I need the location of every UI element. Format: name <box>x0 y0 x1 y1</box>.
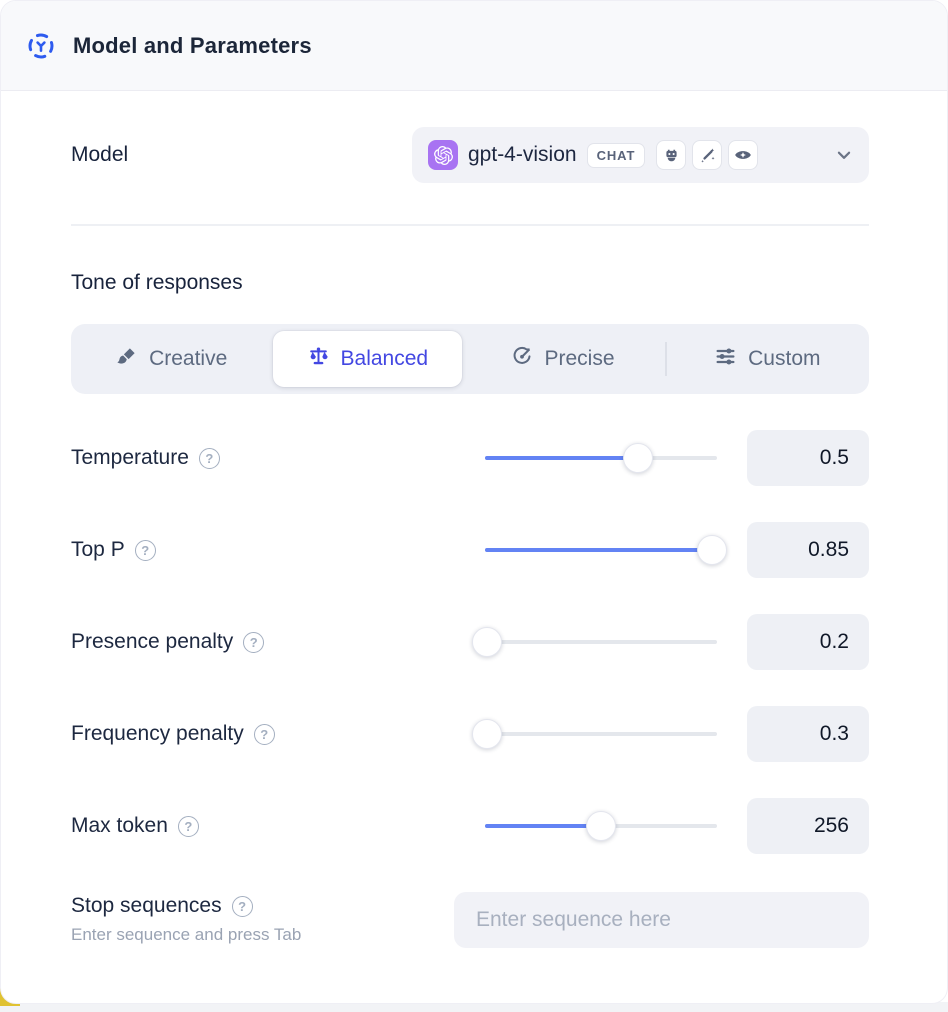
frequency-penalty-label: Frequency penalty ? <box>71 722 485 746</box>
target-arrow-icon <box>512 346 532 372</box>
help-icon[interactable]: ? <box>134 539 156 561</box>
page-background-strip <box>0 1002 948 1012</box>
vision-eye-icon <box>728 140 759 170</box>
top-p-value[interactable]: 0.85 <box>747 522 869 578</box>
param-label-text: Top P <box>71 538 125 561</box>
tone-option-balanced[interactable]: Balanced <box>273 331 463 387</box>
presence-penalty-slider[interactable] <box>472 627 717 657</box>
stop-sequences-labels: Stop sequences ? Enter sequence and pres… <box>71 892 454 945</box>
help-icon[interactable]: ? <box>231 895 253 917</box>
model-row: Model gpt-4-vision CHAT <box>71 127 869 183</box>
temperature-slider[interactable] <box>485 443 717 473</box>
slider-thumb[interactable] <box>472 719 503 749</box>
help-icon[interactable]: ? <box>177 815 199 837</box>
max-token-value[interactable]: 256 <box>747 798 869 854</box>
tone-option-custom[interactable]: Custom <box>667 324 869 394</box>
model-type-badge: CHAT <box>586 142 646 168</box>
stop-sequences-hint: Enter sequence and press Tab <box>71 925 302 944</box>
panel-header: Model and Parameters <box>1 1 947 91</box>
help-icon[interactable]: ? <box>243 631 265 653</box>
presence-penalty-value[interactable]: 0.2 <box>747 614 869 670</box>
tone-option-label: Custom <box>748 347 821 370</box>
slider-thumb[interactable] <box>623 443 654 473</box>
tone-option-precise[interactable]: Precise <box>462 324 664 394</box>
slider-track <box>485 640 717 644</box>
presence-penalty-row: Presence penalty ? 0.2 <box>71 614 869 670</box>
magic-wand-icon <box>692 140 723 170</box>
presence-penalty-label: Presence penalty ? <box>71 630 485 654</box>
frequency-penalty-value[interactable]: 0.3 <box>747 706 869 762</box>
stop-sequences-label: Stop sequences <box>71 894 222 917</box>
scales-icon <box>308 346 329 373</box>
slider-thumb[interactable] <box>586 811 616 841</box>
model-icon <box>26 31 56 61</box>
temperature-label: Temperature ? <box>71 446 485 470</box>
slider-thumb[interactable] <box>697 535 728 565</box>
help-icon[interactable]: ? <box>253 723 275 745</box>
capability-chips <box>656 140 759 170</box>
openai-logo <box>428 140 458 170</box>
slider-fill <box>485 824 601 828</box>
slider-fill <box>485 548 713 552</box>
param-label-text: Max token <box>71 814 168 837</box>
paintbrush-icon <box>117 346 137 372</box>
section-divider <box>71 224 869 226</box>
sliders-icon <box>715 346 736 373</box>
top-p-row: Top P ? 0.85 <box>71 522 869 578</box>
frequency-penalty-slider[interactable] <box>472 719 717 749</box>
tone-option-label: Precise <box>544 347 615 370</box>
panel-title: Model and Parameters <box>73 32 312 58</box>
tone-option-label: Balanced <box>340 347 429 370</box>
tone-option-label: Creative <box>149 347 228 370</box>
tone-option-creative[interactable]: Creative <box>71 324 273 394</box>
top-p-slider[interactable] <box>485 535 728 565</box>
param-label-text: Presence penalty <box>71 630 234 653</box>
selected-model-name: gpt-4-vision <box>468 143 577 166</box>
chevron-down-icon <box>835 146 853 164</box>
top-p-label: Top P ? <box>71 538 485 562</box>
param-label-text: Frequency penalty <box>71 722 244 745</box>
max-token-row: Max token ? 256 <box>71 798 869 854</box>
panel-body: Model gpt-4-vision CHAT <box>1 127 947 948</box>
param-label-text: Temperature <box>71 446 189 469</box>
slider-fill <box>485 456 639 460</box>
slider-thumb[interactable] <box>472 627 503 657</box>
tone-segmented-control: Creative Balanced <box>71 324 869 394</box>
model-select-dropdown[interactable]: gpt-4-vision CHAT <box>412 127 869 183</box>
help-icon[interactable]: ? <box>198 447 220 469</box>
tone-heading: Tone of responses <box>71 271 243 294</box>
frequency-penalty-row: Frequency penalty ? 0.3 <box>71 706 869 762</box>
model-label: Model <box>71 143 129 166</box>
temperature-value[interactable]: 0.5 <box>747 430 869 486</box>
stop-sequences-row: Stop sequences ? Enter sequence and pres… <box>71 892 869 948</box>
robot-icon <box>656 140 687 170</box>
max-token-label: Max token ? <box>71 814 485 838</box>
stop-sequence-input[interactable] <box>454 892 869 948</box>
temperature-row: Temperature ? 0.5 <box>71 430 869 486</box>
segment-divider <box>664 342 667 376</box>
slider-track <box>485 732 717 736</box>
max-token-slider[interactable] <box>485 811 717 841</box>
